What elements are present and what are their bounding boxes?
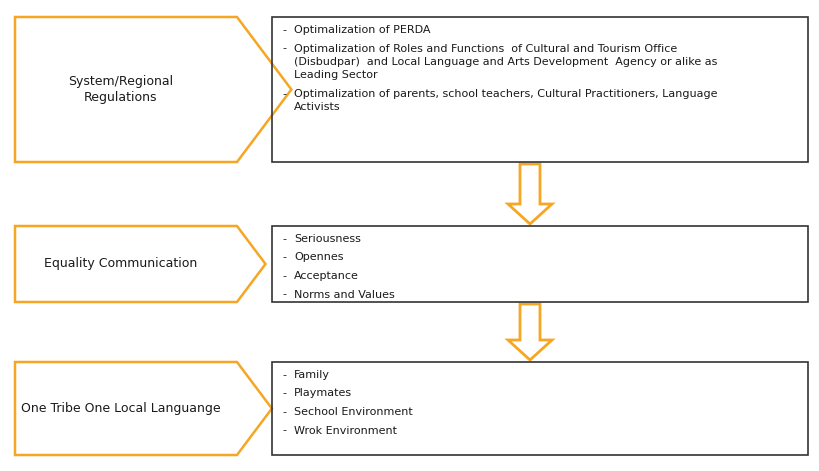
Text: Playmates: Playmates xyxy=(294,389,351,398)
Text: -: - xyxy=(282,370,286,380)
Text: Norms and Values: Norms and Values xyxy=(294,290,394,300)
Text: -: - xyxy=(282,43,286,54)
Text: System/Regional
Regulations: System/Regional Regulations xyxy=(68,75,174,104)
Bar xyxy=(272,362,807,455)
Text: -: - xyxy=(282,234,286,244)
Bar xyxy=(272,226,807,302)
Text: Wrok Environment: Wrok Environment xyxy=(294,425,396,436)
Bar xyxy=(272,17,807,162)
Text: Equality Communication: Equality Communication xyxy=(44,258,197,270)
Text: Optimalization of Roles and Functions  of Cultural and Tourism Office: Optimalization of Roles and Functions of… xyxy=(294,43,676,54)
Text: -: - xyxy=(282,389,286,398)
Text: Opennes: Opennes xyxy=(294,252,343,262)
Text: Sechool Environment: Sechool Environment xyxy=(294,407,412,417)
Text: (Disbudpar)  and Local Language and Arts Development  Agency or alike as: (Disbudpar) and Local Language and Arts … xyxy=(294,57,717,67)
Text: Leading Sector: Leading Sector xyxy=(294,71,378,81)
Text: Family: Family xyxy=(294,370,329,380)
Text: -: - xyxy=(282,290,286,300)
Text: -: - xyxy=(282,252,286,262)
Text: Seriousness: Seriousness xyxy=(294,234,360,244)
Text: Optimalization of parents, school teachers, Cultural Practitioners, Language: Optimalization of parents, school teache… xyxy=(294,89,717,99)
Text: -: - xyxy=(282,271,286,281)
Polygon shape xyxy=(508,304,551,360)
Text: One Tribe One Local Languange: One Tribe One Local Languange xyxy=(21,402,220,415)
Text: -: - xyxy=(282,89,286,99)
Text: -: - xyxy=(282,425,286,436)
Text: -: - xyxy=(282,407,286,417)
Text: -: - xyxy=(282,25,286,35)
Text: Optimalization of PERDA: Optimalization of PERDA xyxy=(294,25,430,35)
Text: Acceptance: Acceptance xyxy=(294,271,359,281)
Text: Activists: Activists xyxy=(294,103,340,113)
Polygon shape xyxy=(508,164,551,224)
